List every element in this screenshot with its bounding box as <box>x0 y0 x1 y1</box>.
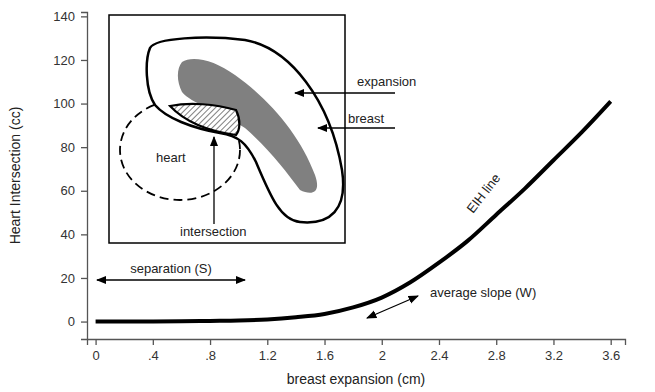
tick-label: 80 <box>61 140 75 155</box>
tick-mark <box>439 339 440 345</box>
tick-label: 1.6 <box>316 348 334 363</box>
tick-label: 2 <box>379 348 386 363</box>
inset-label: expansion <box>357 74 416 89</box>
tick-mark <box>210 339 211 345</box>
tick: .4 <box>148 339 159 363</box>
tick: 1.2 <box>259 339 277 363</box>
tick-mark <box>81 147 87 148</box>
tick-mark <box>81 16 87 17</box>
tick-label: .4 <box>148 348 159 363</box>
tick-mark <box>95 339 96 345</box>
tick: 0 <box>92 339 99 363</box>
tick-mark <box>153 339 154 345</box>
tick-mark <box>382 339 383 345</box>
tick: 80 <box>61 140 87 155</box>
tick-label: 40 <box>61 227 75 242</box>
x-axis-title: breast expansion (cm) <box>287 371 426 387</box>
tick-mark <box>81 103 87 104</box>
separation-arrow <box>97 279 245 280</box>
tick-mark <box>324 339 325 345</box>
slope-arrow <box>367 296 418 318</box>
tick-label: 0 <box>68 314 75 329</box>
tick: 1.6 <box>316 339 334 363</box>
tick-mark <box>81 321 87 322</box>
tick-label: 1.2 <box>259 348 277 363</box>
tick-label: 20 <box>61 271 75 286</box>
tick-mark <box>611 339 612 345</box>
tick-label: 100 <box>53 96 75 111</box>
inset-label: heart <box>156 150 186 165</box>
intersection-arrow <box>213 137 214 224</box>
expansion-outline <box>147 38 343 223</box>
tick: 140 <box>53 9 87 24</box>
annotation: average slope (W) <box>430 285 536 300</box>
tick: 120 <box>53 53 87 68</box>
inset-label: intersection <box>180 224 246 239</box>
series-label: EIH line <box>464 171 504 216</box>
expansion-arrow <box>295 92 395 93</box>
y-axis-title: Heart Intersection (cc) <box>7 107 23 245</box>
tick-mark <box>267 339 268 345</box>
tick-label: 3.2 <box>545 348 563 363</box>
tick-label: 120 <box>53 53 75 68</box>
tick-mark <box>81 278 87 279</box>
tick: 60 <box>61 183 87 198</box>
tick-label: 3.6 <box>602 348 620 363</box>
tick-mark <box>81 234 87 235</box>
tick: .8 <box>205 339 216 363</box>
tick: 3.2 <box>545 339 563 363</box>
chart: 0 .4 .8 1.2 1.6 2 2.4 2.8 3.2 3.6 0 20 40 60 80 100 120 1… <box>0 0 655 392</box>
tick-mark <box>81 191 87 192</box>
tick: 100 <box>53 96 87 111</box>
intersection-region <box>170 104 239 135</box>
tick: 2.4 <box>430 339 448 363</box>
tick: 40 <box>61 227 87 242</box>
tick: 2.8 <box>488 339 506 363</box>
heart-outline <box>120 100 240 200</box>
tick-mark <box>496 339 497 345</box>
tick-label: 140 <box>53 9 75 24</box>
y-axis: 0 20 40 60 80 100 120 140 <box>53 9 87 339</box>
tick-label: 2.4 <box>430 348 448 363</box>
y-axis-line <box>81 13 88 340</box>
tick-label: 0 <box>92 348 99 363</box>
tick: 0 <box>68 314 87 329</box>
tick-label: 60 <box>61 183 75 198</box>
tick: 3.6 <box>602 339 620 363</box>
tick-label: 2.8 <box>488 348 506 363</box>
tick-mark <box>553 339 554 345</box>
inset-frame <box>109 15 345 243</box>
inset-label: breast <box>348 111 385 126</box>
x-axis-line <box>88 340 626 346</box>
breast-arrow <box>318 127 395 128</box>
tick: 2 <box>379 339 386 363</box>
annotation: separation (S) <box>130 261 212 276</box>
tick: 20 <box>61 271 87 286</box>
tick-mark <box>81 60 87 61</box>
tick-label: .8 <box>205 348 216 363</box>
x-axis: 0 .4 .8 1.2 1.6 2 2.4 2.8 3.2 3.6 <box>88 339 626 363</box>
inset-diagram <box>109 15 345 243</box>
